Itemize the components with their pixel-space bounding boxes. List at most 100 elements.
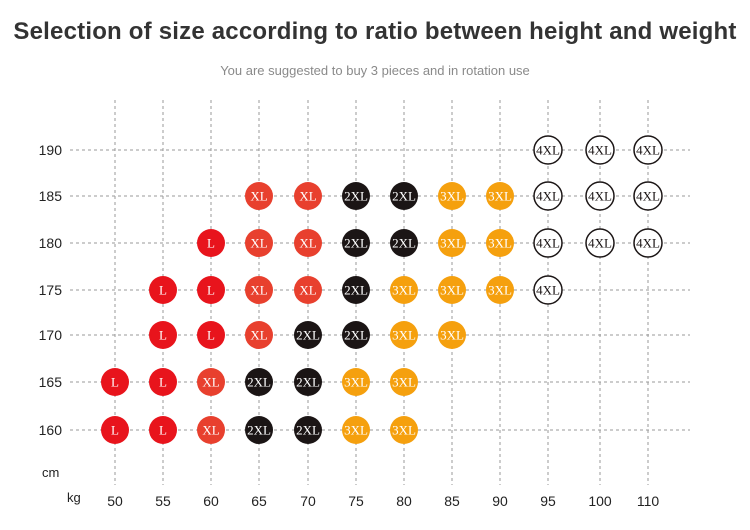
size-label: 4XL	[588, 236, 612, 251]
x-tick-label: 75	[348, 493, 364, 509]
size-marker	[294, 229, 322, 257]
size-marker	[486, 182, 514, 210]
y-axis-unit: cm	[42, 465, 59, 480]
size-marker	[342, 182, 370, 210]
size-point: 4XL	[585, 228, 615, 258]
size-marker	[438, 321, 466, 349]
x-axis-unit: kg	[67, 490, 81, 505]
y-tick-label: 185	[39, 188, 63, 204]
size-marker	[245, 321, 273, 349]
size-label: XL	[202, 375, 219, 390]
size-label: 3XL	[392, 328, 416, 343]
size-marker	[390, 416, 418, 444]
size-marker	[149, 321, 177, 349]
size-point: 2XL	[245, 368, 273, 396]
size-marker	[197, 416, 225, 444]
size-marker	[390, 368, 418, 396]
y-tick-label: 170	[39, 327, 63, 343]
size-marker	[390, 229, 418, 257]
size-point: 4XL	[533, 181, 563, 211]
size-marker	[294, 276, 322, 304]
size-point: XL	[197, 416, 225, 444]
size-label: L	[207, 236, 215, 251]
size-label: 4XL	[636, 143, 660, 158]
x-tick-label: 110	[637, 493, 660, 509]
size-marker	[294, 182, 322, 210]
size-label: L	[111, 375, 119, 390]
size-point: 4XL	[585, 181, 615, 211]
size-label: 3XL	[344, 423, 368, 438]
size-label: XL	[202, 423, 219, 438]
size-point: 3XL	[486, 276, 514, 304]
x-tick-label: 100	[588, 493, 612, 509]
size-label: 2XL	[392, 236, 416, 251]
size-marker	[585, 181, 615, 211]
size-point: 4XL	[533, 275, 563, 305]
x-tick-label: 85	[444, 493, 460, 509]
size-label: XL	[250, 236, 267, 251]
size-point: XL	[245, 229, 273, 257]
size-marker	[197, 229, 225, 257]
size-label: XL	[299, 189, 316, 204]
size-point: 2XL	[245, 416, 273, 444]
size-label: 4XL	[536, 143, 560, 158]
size-marker	[101, 416, 129, 444]
size-point: L	[101, 416, 129, 444]
size-marker	[149, 276, 177, 304]
size-label: 3XL	[392, 375, 416, 390]
size-point: 3XL	[438, 321, 466, 349]
size-marker	[533, 181, 563, 211]
size-point: 4XL	[633, 228, 663, 258]
size-label: XL	[250, 189, 267, 204]
size-point: 3XL	[438, 229, 466, 257]
size-label: 2XL	[392, 189, 416, 204]
size-marker	[342, 229, 370, 257]
size-marker	[197, 368, 225, 396]
size-point: 4XL	[633, 135, 663, 165]
size-label: L	[159, 423, 167, 438]
size-point: 2XL	[390, 229, 418, 257]
x-tick-label: 60	[203, 493, 219, 509]
size-marker	[390, 321, 418, 349]
size-marker	[438, 182, 466, 210]
size-point: L	[197, 321, 225, 349]
size-marker	[486, 276, 514, 304]
size-label: 4XL	[536, 189, 560, 204]
size-marker	[245, 229, 273, 257]
size-label: L	[159, 328, 167, 343]
size-marker	[294, 416, 322, 444]
size-point: 3XL	[486, 182, 514, 210]
size-marker	[533, 228, 563, 258]
y-tick-label: 175	[39, 282, 63, 298]
x-tick-label: 80	[396, 493, 412, 509]
size-marker	[245, 416, 273, 444]
size-point: XL	[245, 276, 273, 304]
x-tick-label: 70	[300, 493, 316, 509]
size-label: 4XL	[536, 236, 560, 251]
y-tick-label: 190	[39, 142, 63, 158]
size-point: 2XL	[342, 321, 370, 349]
size-label: 3XL	[392, 423, 416, 438]
size-label: 2XL	[344, 236, 368, 251]
size-point: 3XL	[486, 229, 514, 257]
size-marker	[633, 135, 663, 165]
size-label: L	[207, 328, 215, 343]
chart-axes: 160 165 170 175 180 185 190 cm 50 55 60 65 70 75 80 85 9…	[39, 142, 660, 509]
size-marker	[390, 182, 418, 210]
size-label: 3XL	[488, 189, 512, 204]
size-point: 4XL	[633, 181, 663, 211]
size-marker	[197, 321, 225, 349]
x-tick-label: 90	[492, 493, 508, 509]
size-label: 2XL	[296, 375, 320, 390]
size-marker	[197, 276, 225, 304]
x-tick-label: 65	[251, 493, 267, 509]
chart-subtitle: You are suggested to buy 3 pieces and in…	[220, 63, 530, 78]
size-point: 2XL	[294, 368, 322, 396]
size-label: 3XL	[440, 328, 464, 343]
size-marker	[245, 182, 273, 210]
size-point: L	[149, 276, 177, 304]
size-marker	[342, 321, 370, 349]
y-tick-label: 180	[39, 235, 63, 251]
size-marker	[390, 276, 418, 304]
